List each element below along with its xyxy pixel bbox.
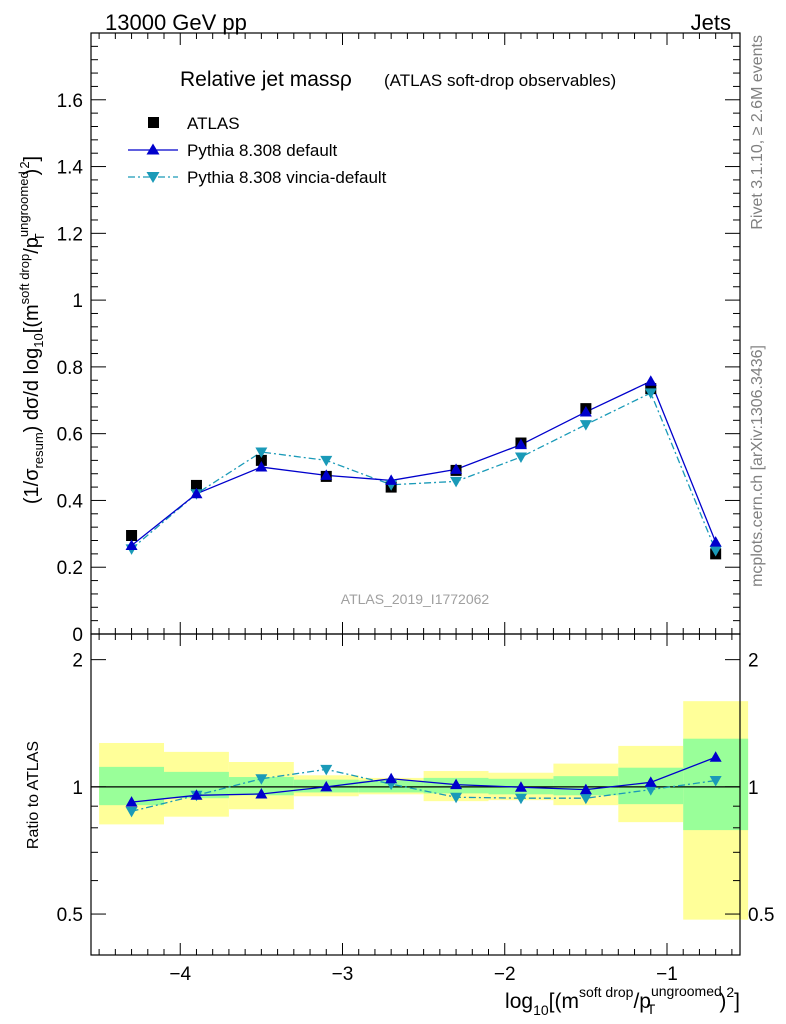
- rivet-label: Rivet 3.1.10, ≥ 2.6M events: [749, 35, 766, 230]
- ratio-default-point: [579, 783, 592, 795]
- ratio-y-tick-label-right: 2: [748, 651, 759, 672]
- x-axis-title: log10[(msoft drop/pungroomed T)2]: [505, 983, 740, 1018]
- y-tick-label: 0.8: [57, 358, 83, 379]
- ratio-vincia-point: [514, 793, 527, 805]
- ratio-vincia-point: [450, 792, 463, 804]
- chart-title: Relative jet massρ: [180, 68, 352, 91]
- ratio-default-point: [385, 772, 398, 784]
- default-point: [125, 539, 138, 551]
- default-point: [514, 438, 527, 450]
- x-tick-label: −2: [494, 964, 516, 985]
- ratio-default-point: [709, 751, 722, 762]
- ratio-default-point: [190, 789, 203, 800]
- default-point: [579, 405, 592, 417]
- y-tick-label: 0.6: [57, 425, 83, 446]
- default-point: [644, 375, 657, 386]
- ratio-default-line: [131, 756, 716, 803]
- legend-label-vincia: Pythia 8.308 vincia-default: [187, 168, 387, 187]
- y-tick-label: 0.2: [57, 558, 83, 579]
- ratio-y-axis-title: Ratio to ATLAS: [25, 741, 42, 849]
- default-point: [255, 461, 268, 472]
- ratio-vincia-line: [131, 768, 716, 812]
- y-tick-label: 0.4: [57, 491, 84, 512]
- y-tick-label: 1.4: [57, 158, 84, 179]
- ratio-y-tick-label: 2: [72, 651, 83, 672]
- atlas-point: [255, 454, 267, 466]
- x-tick-label: −1: [656, 964, 678, 985]
- legend-marker-atlas: [148, 117, 159, 128]
- ratio-y-tick-label-right: 1: [748, 778, 759, 799]
- ratio-y-tick-label: 0.5: [57, 905, 83, 926]
- vincia-line: [131, 392, 717, 551]
- vincia-point: [709, 546, 722, 557]
- default-point: [709, 536, 722, 547]
- default-point: [385, 474, 398, 485]
- legend-label-default: Pythia 8.308 default: [187, 141, 338, 160]
- ratio-vincia-point: [125, 806, 138, 818]
- legend-marker-default: [146, 143, 160, 155]
- ratio-y-tick-label: 1: [72, 778, 83, 799]
- ratio-y-tick-label-right: 0.5: [748, 905, 774, 926]
- ratio-default-point: [125, 796, 138, 807]
- main-panel: 0 0.2 0.4 0.6 0.8 1 1.2 1.4 1.6: [57, 32, 741, 646]
- vincia-point: [579, 420, 592, 431]
- atlas-point: [126, 530, 138, 542]
- header-left: 13000 GeV pp: [105, 10, 247, 35]
- stat-uncertainty-band: [228, 777, 294, 796]
- ratio-vincia-point: [579, 793, 592, 805]
- default-point: [190, 487, 203, 499]
- mcplots-label: mcplots.cern.ch [arXiv:1306.3436]: [749, 345, 766, 587]
- ratio-vincia-point: [709, 776, 722, 787]
- vincia-point: [450, 476, 463, 488]
- header-right: Jets: [691, 10, 731, 35]
- chart-subtitle: (ATLAS soft-drop observables): [384, 71, 616, 90]
- y-tick-label: 0: [72, 625, 83, 646]
- vincia-point: [514, 452, 527, 464]
- legend: ATLAS Pythia 8.308 default Pythia 8.308 …: [128, 114, 387, 187]
- atlas-point: [190, 479, 202, 491]
- y-tick-label: 1.6: [57, 91, 83, 112]
- vincia-point: [255, 447, 268, 459]
- legend-label-atlas: ATLAS: [187, 114, 240, 133]
- ratio-default-point: [514, 781, 527, 792]
- main-y-axis-title: (1/σresum) dσ/d log10[(msoft drop/pungro…: [16, 156, 47, 504]
- default-line: [131, 380, 717, 547]
- analysis-label: ATLAS_2019_I1772062: [341, 591, 490, 607]
- x-tick-label: −4: [169, 964, 191, 985]
- ratio-vincia-point: [644, 785, 657, 796]
- ratio-panel: −4 −3 −2 −1 0.5 0.5 1 1 2 2: [57, 633, 774, 985]
- ratio-frame: [90, 633, 741, 956]
- y-tick-label: 1: [72, 291, 83, 312]
- y-tick-label: 1.2: [57, 224, 83, 245]
- ratio-vincia-point: [320, 764, 333, 776]
- vincia-point: [320, 455, 333, 467]
- ratio-vincia-point: [255, 774, 268, 785]
- vincia-point: [644, 388, 657, 399]
- ratio-default-point: [644, 776, 657, 787]
- ratio-default-point: [320, 780, 333, 792]
- default-point: [450, 463, 463, 474]
- ratio-default-point: [450, 778, 463, 790]
- ratio-default-point: [255, 787, 268, 799]
- x-tick-label: −3: [332, 964, 354, 985]
- default-point: [320, 469, 333, 480]
- legend-marker-vincia: [146, 172, 160, 183]
